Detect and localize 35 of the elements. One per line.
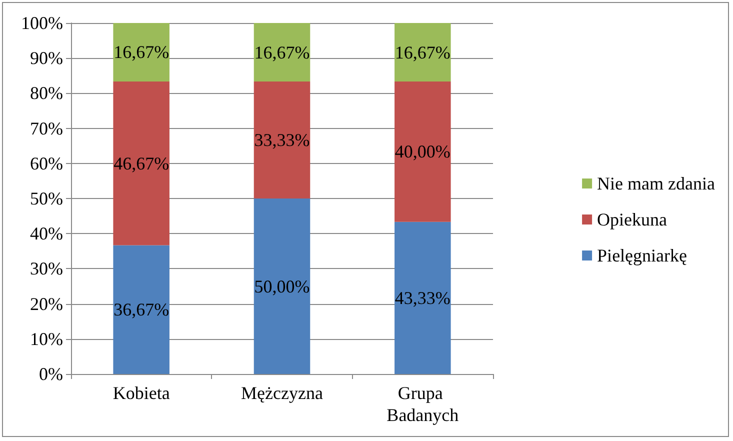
data-label: 33,33% [254, 130, 310, 150]
bar [394, 82, 451, 222]
x-tick-label: Grupa Badanych [386, 383, 459, 425]
y-tick-label: 70% [30, 118, 63, 138]
y-tick-label: 80% [30, 83, 63, 104]
legend-label: Nie mam zdania [597, 174, 716, 194]
y-tick-label: 90% [30, 48, 63, 68]
data-label: 16,67% [114, 42, 170, 62]
bar [394, 23, 451, 82]
bar [113, 81, 170, 246]
y-tick-label: 40% [30, 224, 63, 244]
x-tick-label: Kobieta [112, 383, 170, 403]
y-tick-label: 0% [39, 364, 63, 384]
data-label: 40,00% [394, 142, 450, 162]
bar [394, 222, 451, 374]
data-label: 46,67% [114, 153, 170, 174]
data-label: 16,67% [254, 42, 310, 62]
x-tick-label: Mężczyzna [241, 383, 323, 403]
data-label: 16,67% [394, 42, 450, 62]
bar [113, 245, 170, 374]
legend-label: Opiekuna [597, 210, 668, 230]
bar [254, 82, 310, 198]
bar [113, 23, 170, 82]
data-label: 50,00% [254, 276, 310, 296]
data-label: 36,67% [114, 300, 170, 320]
data-label: 43,33% [394, 288, 450, 308]
y-tick-label: 50% [30, 188, 63, 208]
y-tick-label: 20% [30, 294, 63, 314]
legend-label: Pielęgniarkę [597, 246, 688, 266]
y-tick-label: 100% [21, 13, 63, 33]
y-tick-label: 30% [30, 258, 63, 279]
y-tick-label: 10% [30, 328, 63, 349]
bar [254, 198, 310, 374]
bar [254, 23, 310, 82]
y-tick-label: 60% [30, 153, 63, 174]
